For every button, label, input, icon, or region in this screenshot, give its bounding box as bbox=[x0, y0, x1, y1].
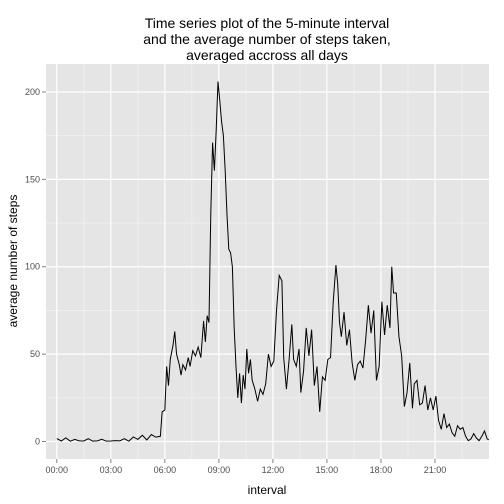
y-tick-label: 0 bbox=[35, 437, 40, 447]
title-line-1: Time series plot of the 5-minute interva… bbox=[145, 15, 390, 31]
x-tick-label: 15:00 bbox=[316, 465, 339, 475]
x-axis-title: interval bbox=[248, 483, 287, 497]
x-tick-label: 09:00 bbox=[208, 465, 231, 475]
x-tick-label: 21:00 bbox=[424, 465, 447, 475]
x-tick-label: 18:00 bbox=[370, 465, 393, 475]
y-tick-label: 50 bbox=[30, 349, 40, 359]
x-axis: 00:00 03:00 06:00 09:00 12:00 15:00 18:00 21:00 bbox=[46, 459, 447, 475]
minor-gridlines bbox=[46, 64, 489, 459]
plot-panel bbox=[46, 64, 489, 459]
x-tick-label: 06:00 bbox=[154, 465, 177, 475]
major-gridlines bbox=[46, 64, 489, 459]
y-tick-label: 150 bbox=[25, 174, 40, 184]
y-axis-title: average number of steps bbox=[6, 195, 20, 328]
y-axis: 0 50 100 150 200 bbox=[25, 87, 46, 447]
x-tick-label: 12:00 bbox=[262, 465, 285, 475]
title-line-3: averaged accross all days bbox=[186, 47, 348, 63]
title-line-2: and the average number of steps taken, bbox=[143, 31, 391, 47]
x-tick-label: 03:00 bbox=[100, 465, 123, 475]
series-line bbox=[56, 81, 490, 442]
y-tick-label: 200 bbox=[25, 87, 40, 97]
chart-title: Time series plot of the 5-minute interva… bbox=[143, 15, 391, 63]
y-tick-label: 100 bbox=[25, 262, 40, 272]
x-tick-label: 00:00 bbox=[46, 465, 69, 475]
